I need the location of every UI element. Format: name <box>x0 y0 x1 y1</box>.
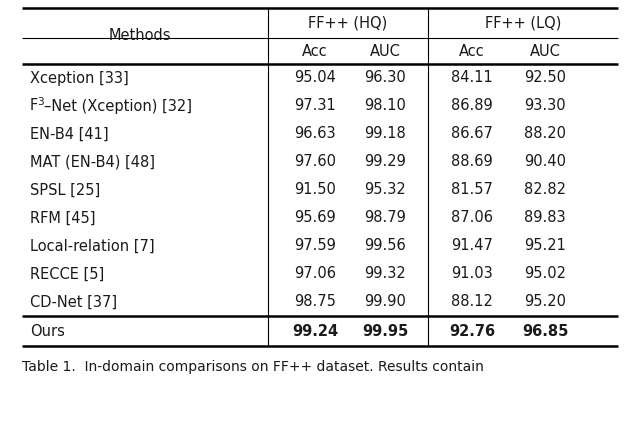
Text: AUC: AUC <box>529 44 561 58</box>
Text: 97.06: 97.06 <box>294 267 336 282</box>
Text: Methods: Methods <box>109 28 172 44</box>
Text: 97.31: 97.31 <box>294 98 336 113</box>
Text: Local-relation [7]: Local-relation [7] <box>30 239 155 254</box>
Text: 90.40: 90.40 <box>524 154 566 170</box>
Text: 91.03: 91.03 <box>451 267 493 282</box>
Text: 87.06: 87.06 <box>451 210 493 226</box>
Text: 99.56: 99.56 <box>364 239 406 254</box>
Text: 95.20: 95.20 <box>524 295 566 310</box>
Text: 86.89: 86.89 <box>451 98 493 113</box>
Text: –Net (Xception) [32]: –Net (Xception) [32] <box>44 98 192 113</box>
Text: 98.75: 98.75 <box>294 295 336 310</box>
Text: 84.11: 84.11 <box>451 70 493 85</box>
Text: RECCE [5]: RECCE [5] <box>30 267 104 282</box>
Text: 95.69: 95.69 <box>294 210 336 226</box>
Text: Table 1.  In-domain comparisons on FF++ dataset. Results contain: Table 1. In-domain comparisons on FF++ d… <box>22 360 484 374</box>
Text: 92.50: 92.50 <box>524 70 566 85</box>
Text: CD-Net [37]: CD-Net [37] <box>30 295 117 310</box>
Text: 89.83: 89.83 <box>524 210 566 226</box>
Text: FF++ (LQ): FF++ (LQ) <box>485 16 561 31</box>
Text: 86.67: 86.67 <box>451 126 493 142</box>
Text: MAT (EN-B4) [48]: MAT (EN-B4) [48] <box>30 154 155 170</box>
Text: 92.76: 92.76 <box>449 324 495 339</box>
Text: 97.60: 97.60 <box>294 154 336 170</box>
Text: 95.02: 95.02 <box>524 267 566 282</box>
Text: 91.50: 91.50 <box>294 182 336 198</box>
Text: 88.69: 88.69 <box>451 154 493 170</box>
Text: 95.32: 95.32 <box>364 182 406 198</box>
Text: 99.90: 99.90 <box>364 295 406 310</box>
Text: 99.29: 99.29 <box>364 154 406 170</box>
Text: 99.32: 99.32 <box>364 267 406 282</box>
Text: 88.12: 88.12 <box>451 295 493 310</box>
Text: SPSL [25]: SPSL [25] <box>30 182 100 198</box>
Text: 97.59: 97.59 <box>294 239 336 254</box>
Text: 81.57: 81.57 <box>451 182 493 198</box>
Text: AUC: AUC <box>369 44 401 58</box>
Text: 96.85: 96.85 <box>522 324 568 339</box>
Text: 3: 3 <box>38 97 44 107</box>
Text: 91.47: 91.47 <box>451 239 493 254</box>
Text: Xception [33]: Xception [33] <box>30 70 129 85</box>
Text: RFM [45]: RFM [45] <box>30 210 95 226</box>
Text: 99.18: 99.18 <box>364 126 406 142</box>
Text: Ours: Ours <box>30 324 65 339</box>
Text: 82.82: 82.82 <box>524 182 566 198</box>
Text: Acc: Acc <box>302 44 328 58</box>
Text: EN-B4 [41]: EN-B4 [41] <box>30 126 109 142</box>
Text: 99.95: 99.95 <box>362 324 408 339</box>
Text: 96.30: 96.30 <box>364 70 406 85</box>
Text: 96.63: 96.63 <box>294 126 336 142</box>
Text: 98.79: 98.79 <box>364 210 406 226</box>
Text: F: F <box>30 98 38 113</box>
Text: 93.30: 93.30 <box>524 98 566 113</box>
Text: 95.21: 95.21 <box>524 239 566 254</box>
Text: FF++ (HQ): FF++ (HQ) <box>308 16 388 31</box>
Text: 98.10: 98.10 <box>364 98 406 113</box>
Text: 99.24: 99.24 <box>292 324 338 339</box>
Text: 95.04: 95.04 <box>294 70 336 85</box>
Text: Acc: Acc <box>459 44 485 58</box>
Text: 88.20: 88.20 <box>524 126 566 142</box>
